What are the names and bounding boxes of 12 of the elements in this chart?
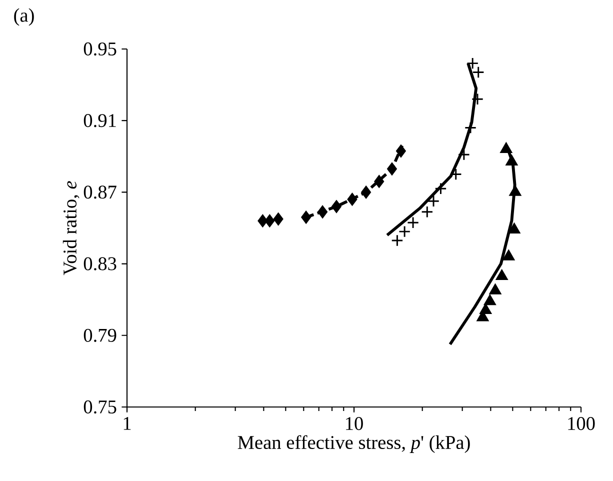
- x-tick-label: 10: [346, 417, 363, 430]
- y-tick-label: 0.83: [84, 257, 116, 270]
- y-tick-label: 0.87: [84, 186, 116, 199]
- x-tick-label: 100: [568, 417, 595, 430]
- x-axis-title: Mean effective stress, p' (kPa): [238, 435, 470, 453]
- x-tick-label: 1: [124, 417, 131, 430]
- y-tick-label: 0.91: [84, 114, 116, 128]
- y-axis-title: Void ratio, e: [62, 181, 80, 276]
- chart-title: (a): [14, 8, 34, 26]
- y-tick-label: 0.79: [84, 328, 116, 342]
- y-tick-label: 0.75: [84, 400, 116, 414]
- y-tick-label: 0.95: [84, 42, 116, 56]
